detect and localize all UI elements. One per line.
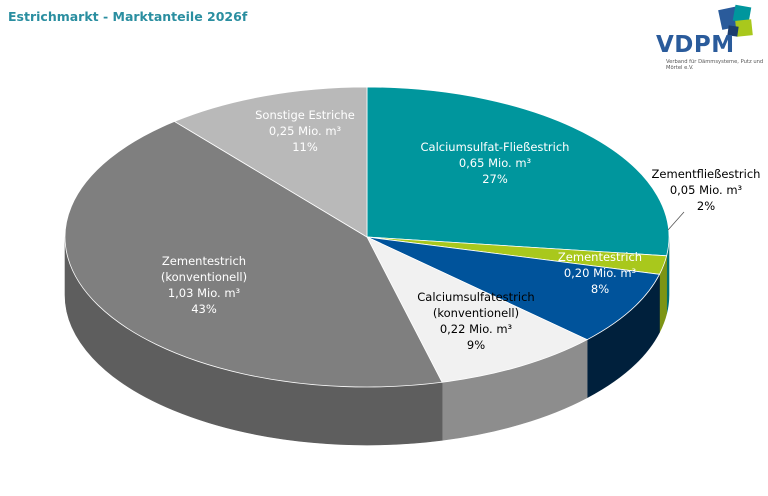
slice-value: 1,03 Mio. m³ <box>168 286 241 300</box>
slice-value: 0,22 Mio. m³ <box>440 322 513 336</box>
slice-name: (konventionell) <box>433 306 519 320</box>
pie-slice-zementestrich <box>366 236 661 341</box>
pie-tops <box>64 86 670 388</box>
slice-name: Calciumsulfat-Fließestrich <box>421 140 570 154</box>
slice-name: Zementestrich <box>558 250 642 264</box>
slice-percent: 43% <box>191 302 217 316</box>
slice-name: Zementestrich <box>162 254 246 268</box>
slice-label-zementestrich: Zementestrich 0,20 Mio. m³ 8% <box>558 250 642 296</box>
slice-name: Zementfließestrich <box>652 167 761 181</box>
slice-label-zementflie-estrich: Zementfließestrich 0,05 Mio. m³ 2% <box>652 167 761 213</box>
slice-label-zementestrich-konventionell: Zementestrich (konventionell) 1,03 Mio. m³… <box>161 254 247 316</box>
slice-name: Sonstige Estriche <box>255 108 355 122</box>
chart-title: Estrichmarkt - Marktanteile 2026f <box>8 9 248 24</box>
slice-percent: 8% <box>591 282 609 296</box>
logo-subtitle: Verband für Dämmsysteme, Putz und Mörtel… <box>666 59 764 72</box>
slice-label-sonstige-estriche: Sonstige Estriche 0,25 Mio. m³ 11% <box>255 108 355 154</box>
pie-slice-zementestrich-konventionell <box>64 120 443 388</box>
slice-name: (konventionell) <box>161 270 247 284</box>
pie-slice-calciumsulfatestrich-konventionell <box>366 236 589 383</box>
slice-label-calciumsulfatestrich-konventionell: Calciumsulfatestrich (konventionell) 0,22 … <box>417 290 534 352</box>
slice-value: 0,65 Mio. m³ <box>459 156 532 170</box>
slice-percent: 11% <box>292 140 318 154</box>
slice-label-calciumsulfat-flie-estrich: Calciumsulfat-Fließestrich 0,65 Mio. m³ 27… <box>421 140 570 186</box>
slice-percent: 9% <box>467 338 485 352</box>
pie-slice-calciumsulfat-flie-estrich <box>366 86 670 257</box>
slice-percent: 2% <box>697 199 715 213</box>
slice-percent: 27% <box>482 172 508 186</box>
leader-line <box>667 211 685 231</box>
slice-value: 0,05 Mio. m³ <box>670 183 743 197</box>
slice-name: Calciumsulfatestrich <box>417 290 534 304</box>
logo-text: VDPM <box>656 32 735 58</box>
pie-labels: Calciumsulfat-Fließestrich 0,65 Mio. m³ 27… <box>161 108 761 352</box>
pie-slice-sonstige-estriche <box>173 86 368 238</box>
slice-value: 0,25 Mio. m³ <box>269 124 342 138</box>
slice-value: 0,20 Mio. m³ <box>564 266 637 280</box>
vdpm-logo: VDPM Verband für Dämmsysteme, Putz und M… <box>652 4 764 76</box>
